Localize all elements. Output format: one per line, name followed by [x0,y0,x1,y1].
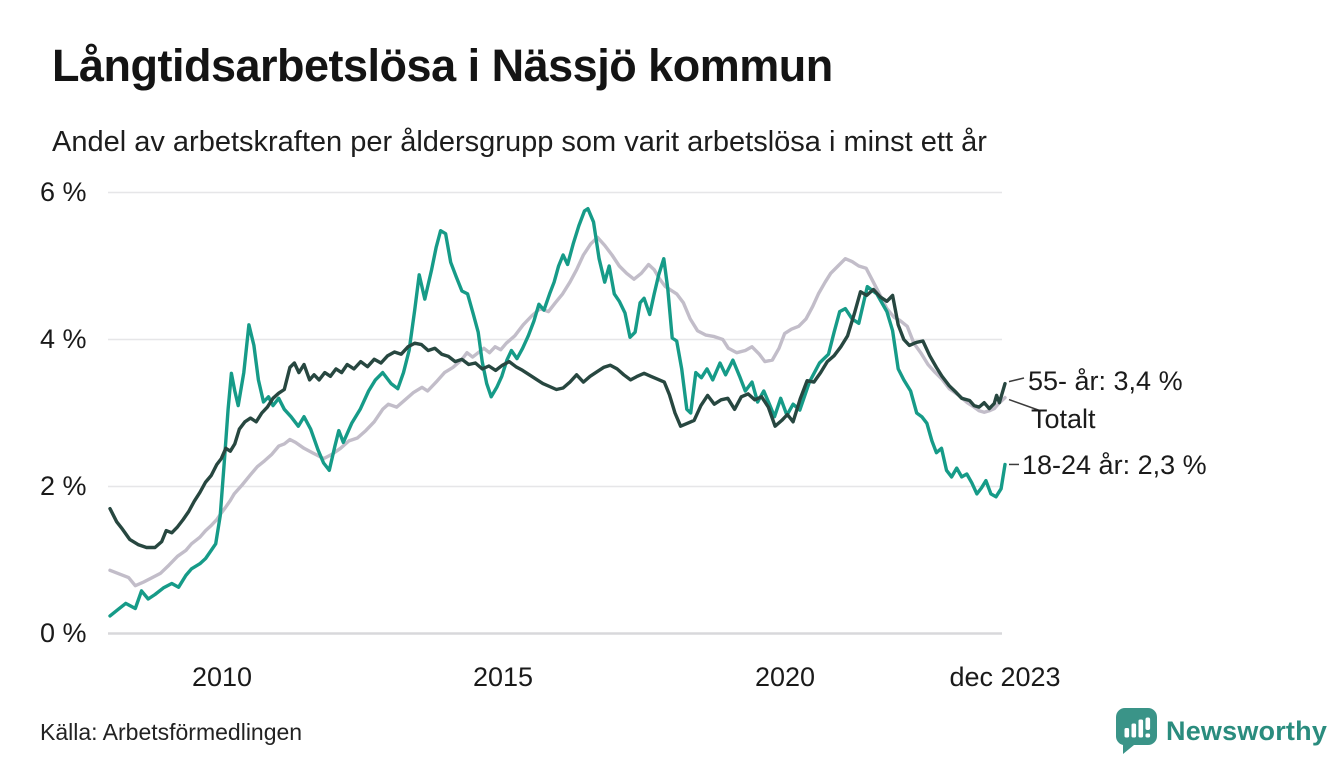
x-tick-2020: 2020 [754,662,816,692]
newsworthy-logo-text: Newsworthy [1166,716,1328,746]
newsworthy-logo: Newsworthy [1115,708,1328,755]
x-tick-2015: 2015 [472,662,534,692]
y-tick-2: 2 % [40,471,87,501]
newsworthy-logo-icon [1115,708,1157,755]
chart-subtitle: Andel av arbetskraften per åldersgrupp s… [52,126,987,158]
annotation-18-24-ar: 18-24 år: 2,3 % [1022,450,1207,480]
y-tick-4: 4 % [40,324,87,354]
x-tick-2010: 2010 [191,662,253,692]
annotation-totalt: Totalt [1031,404,1096,434]
y-tick-0: 0 % [40,618,87,648]
source-caption: Källa: Arbetsförmedlingen [40,719,303,745]
y-tick-6: 6 % [40,177,87,207]
annotation-55-ar: 55- år: 3,4 % [1028,366,1183,396]
page-title: Långtidsarbetslösa i Nässjö kommun [52,40,833,91]
x-tick-dec-2023: dec 2023 [949,662,1061,692]
